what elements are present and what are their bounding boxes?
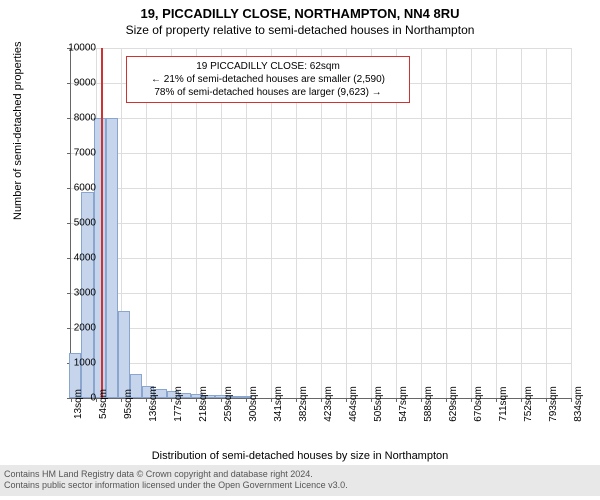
xtick-label: 629sqm [448, 386, 459, 422]
xtick-mark [121, 398, 122, 402]
xtick-mark [296, 398, 297, 402]
annotation-line: 78% of semi-detached houses are larger (… [133, 86, 403, 99]
xtick-label: 423sqm [323, 386, 334, 422]
xtick-mark [521, 398, 522, 402]
ytick-label: 3000 [46, 288, 96, 299]
gridline-v [471, 48, 472, 398]
xtick-mark [396, 398, 397, 402]
y-axis-label: Number of semi-detached properties [12, 41, 24, 220]
gridline-v [546, 48, 547, 398]
xtick-mark [496, 398, 497, 402]
xtick-mark [571, 398, 572, 402]
histogram-bar [106, 118, 118, 398]
x-axis-label: Distribution of semi-detached houses by … [0, 450, 600, 462]
page-title: 19, PICCADILLY CLOSE, NORTHAMPTON, NN4 8… [0, 0, 600, 21]
ytick-label: 8000 [46, 113, 96, 124]
xtick-mark [271, 398, 272, 402]
histogram-chart: 19 PICCADILLY CLOSE: 62sqm ← 21% of semi… [70, 48, 571, 399]
xtick-mark [546, 398, 547, 402]
xtick-label: 711sqm [498, 387, 509, 422]
xtick-label: 505sqm [373, 386, 384, 422]
ytick-label: 10000 [46, 43, 96, 54]
gridline-v [521, 48, 522, 398]
ytick-label: 2000 [46, 323, 96, 334]
footer-attribution: Contains HM Land Registry data © Crown c… [0, 465, 600, 496]
xtick-label: 259sqm [223, 386, 234, 422]
xtick-label: 136sqm [148, 386, 159, 422]
ytick-label: 7000 [46, 148, 96, 159]
xtick-mark [196, 398, 197, 402]
ytick-label: 0 [46, 393, 96, 404]
xtick-label: 13sqm [73, 389, 84, 419]
xtick-mark [221, 398, 222, 402]
xtick-label: 670sqm [473, 386, 484, 422]
xtick-label: 95sqm [123, 389, 134, 419]
annotation-line: 19 PICCADILLY CLOSE: 62sqm [133, 60, 403, 73]
ytick-label: 9000 [46, 78, 96, 89]
xtick-mark [146, 398, 147, 402]
xtick-label: 588sqm [423, 386, 434, 422]
marker-annotation: 19 PICCADILLY CLOSE: 62sqm ← 21% of semi… [126, 56, 410, 103]
ytick-label: 6000 [46, 183, 96, 194]
xtick-mark [321, 398, 322, 402]
xtick-mark [446, 398, 447, 402]
xtick-label: 300sqm [248, 386, 259, 422]
ytick-label: 5000 [46, 218, 96, 229]
xtick-mark [171, 398, 172, 402]
xtick-label: 54sqm [98, 389, 109, 419]
xtick-mark [471, 398, 472, 402]
footer-line: Contains HM Land Registry data © Crown c… [4, 469, 596, 481]
xtick-label: 547sqm [398, 386, 409, 422]
xtick-label: 464sqm [348, 386, 359, 422]
subtitle: Size of property relative to semi-detach… [0, 21, 600, 37]
ytick-label: 4000 [46, 253, 96, 264]
histogram-bar [118, 311, 130, 399]
xtick-label: 177sqm [173, 386, 184, 422]
xtick-label: 341sqm [273, 386, 284, 422]
footer-line: Contains public sector information licen… [4, 480, 596, 492]
gridline-v [496, 48, 497, 398]
xtick-label: 793sqm [548, 386, 559, 422]
xtick-mark [246, 398, 247, 402]
ytick-label: 1000 [46, 358, 96, 369]
xtick-label: 218sqm [198, 386, 209, 422]
xtick-label: 752sqm [523, 386, 534, 422]
marker-line [101, 48, 103, 398]
xtick-mark [421, 398, 422, 402]
gridline-v [571, 48, 572, 398]
xtick-mark [96, 398, 97, 402]
annotation-line: ← 21% of semi-detached houses are smalle… [133, 73, 403, 86]
xtick-label: 834sqm [573, 386, 584, 422]
xtick-mark [346, 398, 347, 402]
xtick-mark [371, 398, 372, 402]
xtick-label: 382sqm [298, 386, 309, 422]
gridline-v [446, 48, 447, 398]
gridline-v [421, 48, 422, 398]
